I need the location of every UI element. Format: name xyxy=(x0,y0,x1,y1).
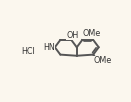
Text: OH: OH xyxy=(67,31,79,40)
Text: OMe: OMe xyxy=(82,29,100,38)
Text: HCl: HCl xyxy=(21,47,35,56)
Text: OMe: OMe xyxy=(93,56,111,65)
Text: HN: HN xyxy=(43,43,55,52)
